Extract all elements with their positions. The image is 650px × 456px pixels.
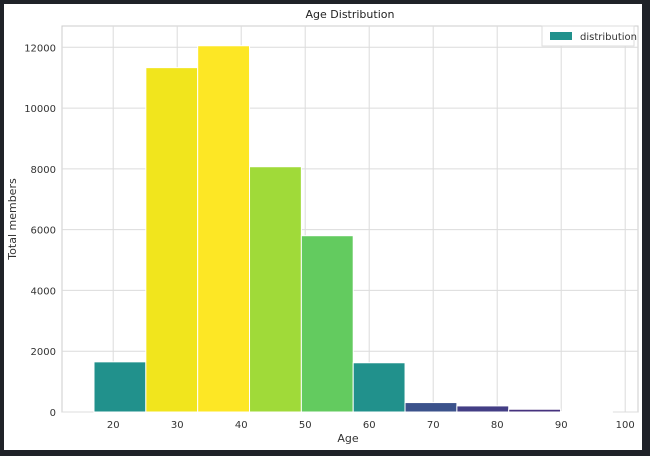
x-tick-label: 100 [616,420,635,431]
histogram-bar [352,362,406,413]
x-tick-label: 90 [555,420,568,431]
chart-title: Age Distribution [306,8,395,21]
x-tick-label: 50 [299,420,312,431]
y-tick-label: 4000 [31,286,56,297]
legend-label: distribution [580,32,637,43]
x-tick-label: 60 [363,420,376,431]
legend: distribution [541,25,637,47]
histogram-bar [197,45,251,413]
bars [93,45,613,413]
y-axis-label: Total members [6,178,19,261]
legend-swatch [550,32,572,40]
histogram-bar [456,405,510,413]
x-tick-label: 30 [171,420,184,431]
y-tick-label: 12000 [24,43,56,54]
legend-box [541,25,635,47]
chart-frame: 20 30 40 50 60 70 80 90 100 0 2000 4000 6000 8000 1000… [4,4,642,450]
histogram-bar [249,166,302,413]
tick-labels: 20 30 40 50 60 70 80 90 100 0 2000 4000 6000 8000 1000… [24,43,635,431]
y-tick-label: 10000 [24,104,56,115]
x-tick-label: 70 [427,420,440,431]
histogram-bar [404,402,458,413]
y-tick-label: 8000 [31,165,56,176]
histogram-chart: 20 30 40 50 60 70 80 90 100 0 2000 4000 6000 8000 1000… [6,8,639,445]
y-tick-label: 0 [50,408,56,419]
histogram-bar [145,67,199,413]
x-tick-label: 40 [235,420,248,431]
histogram-bar [93,361,147,413]
y-tick-label: 6000 [31,226,56,237]
x-tick-label: 80 [491,420,504,431]
histogram-bar [300,235,354,413]
histogram-bar [508,408,562,413]
y-tick-label: 2000 [31,347,56,358]
x-tick-label: 20 [107,420,120,431]
x-axis-label: Age [337,432,359,445]
